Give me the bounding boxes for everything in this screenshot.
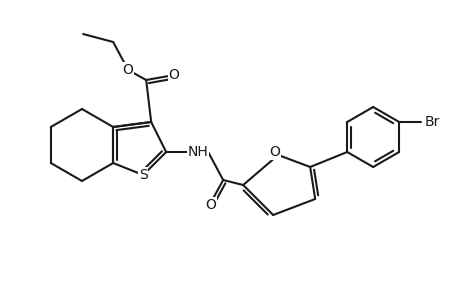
Text: O: O	[205, 198, 216, 212]
Text: NH: NH	[187, 145, 208, 159]
Text: O: O	[269, 145, 280, 159]
Text: Br: Br	[424, 115, 439, 129]
Text: S: S	[139, 168, 147, 182]
Text: O: O	[123, 63, 133, 77]
Text: O: O	[168, 68, 179, 82]
